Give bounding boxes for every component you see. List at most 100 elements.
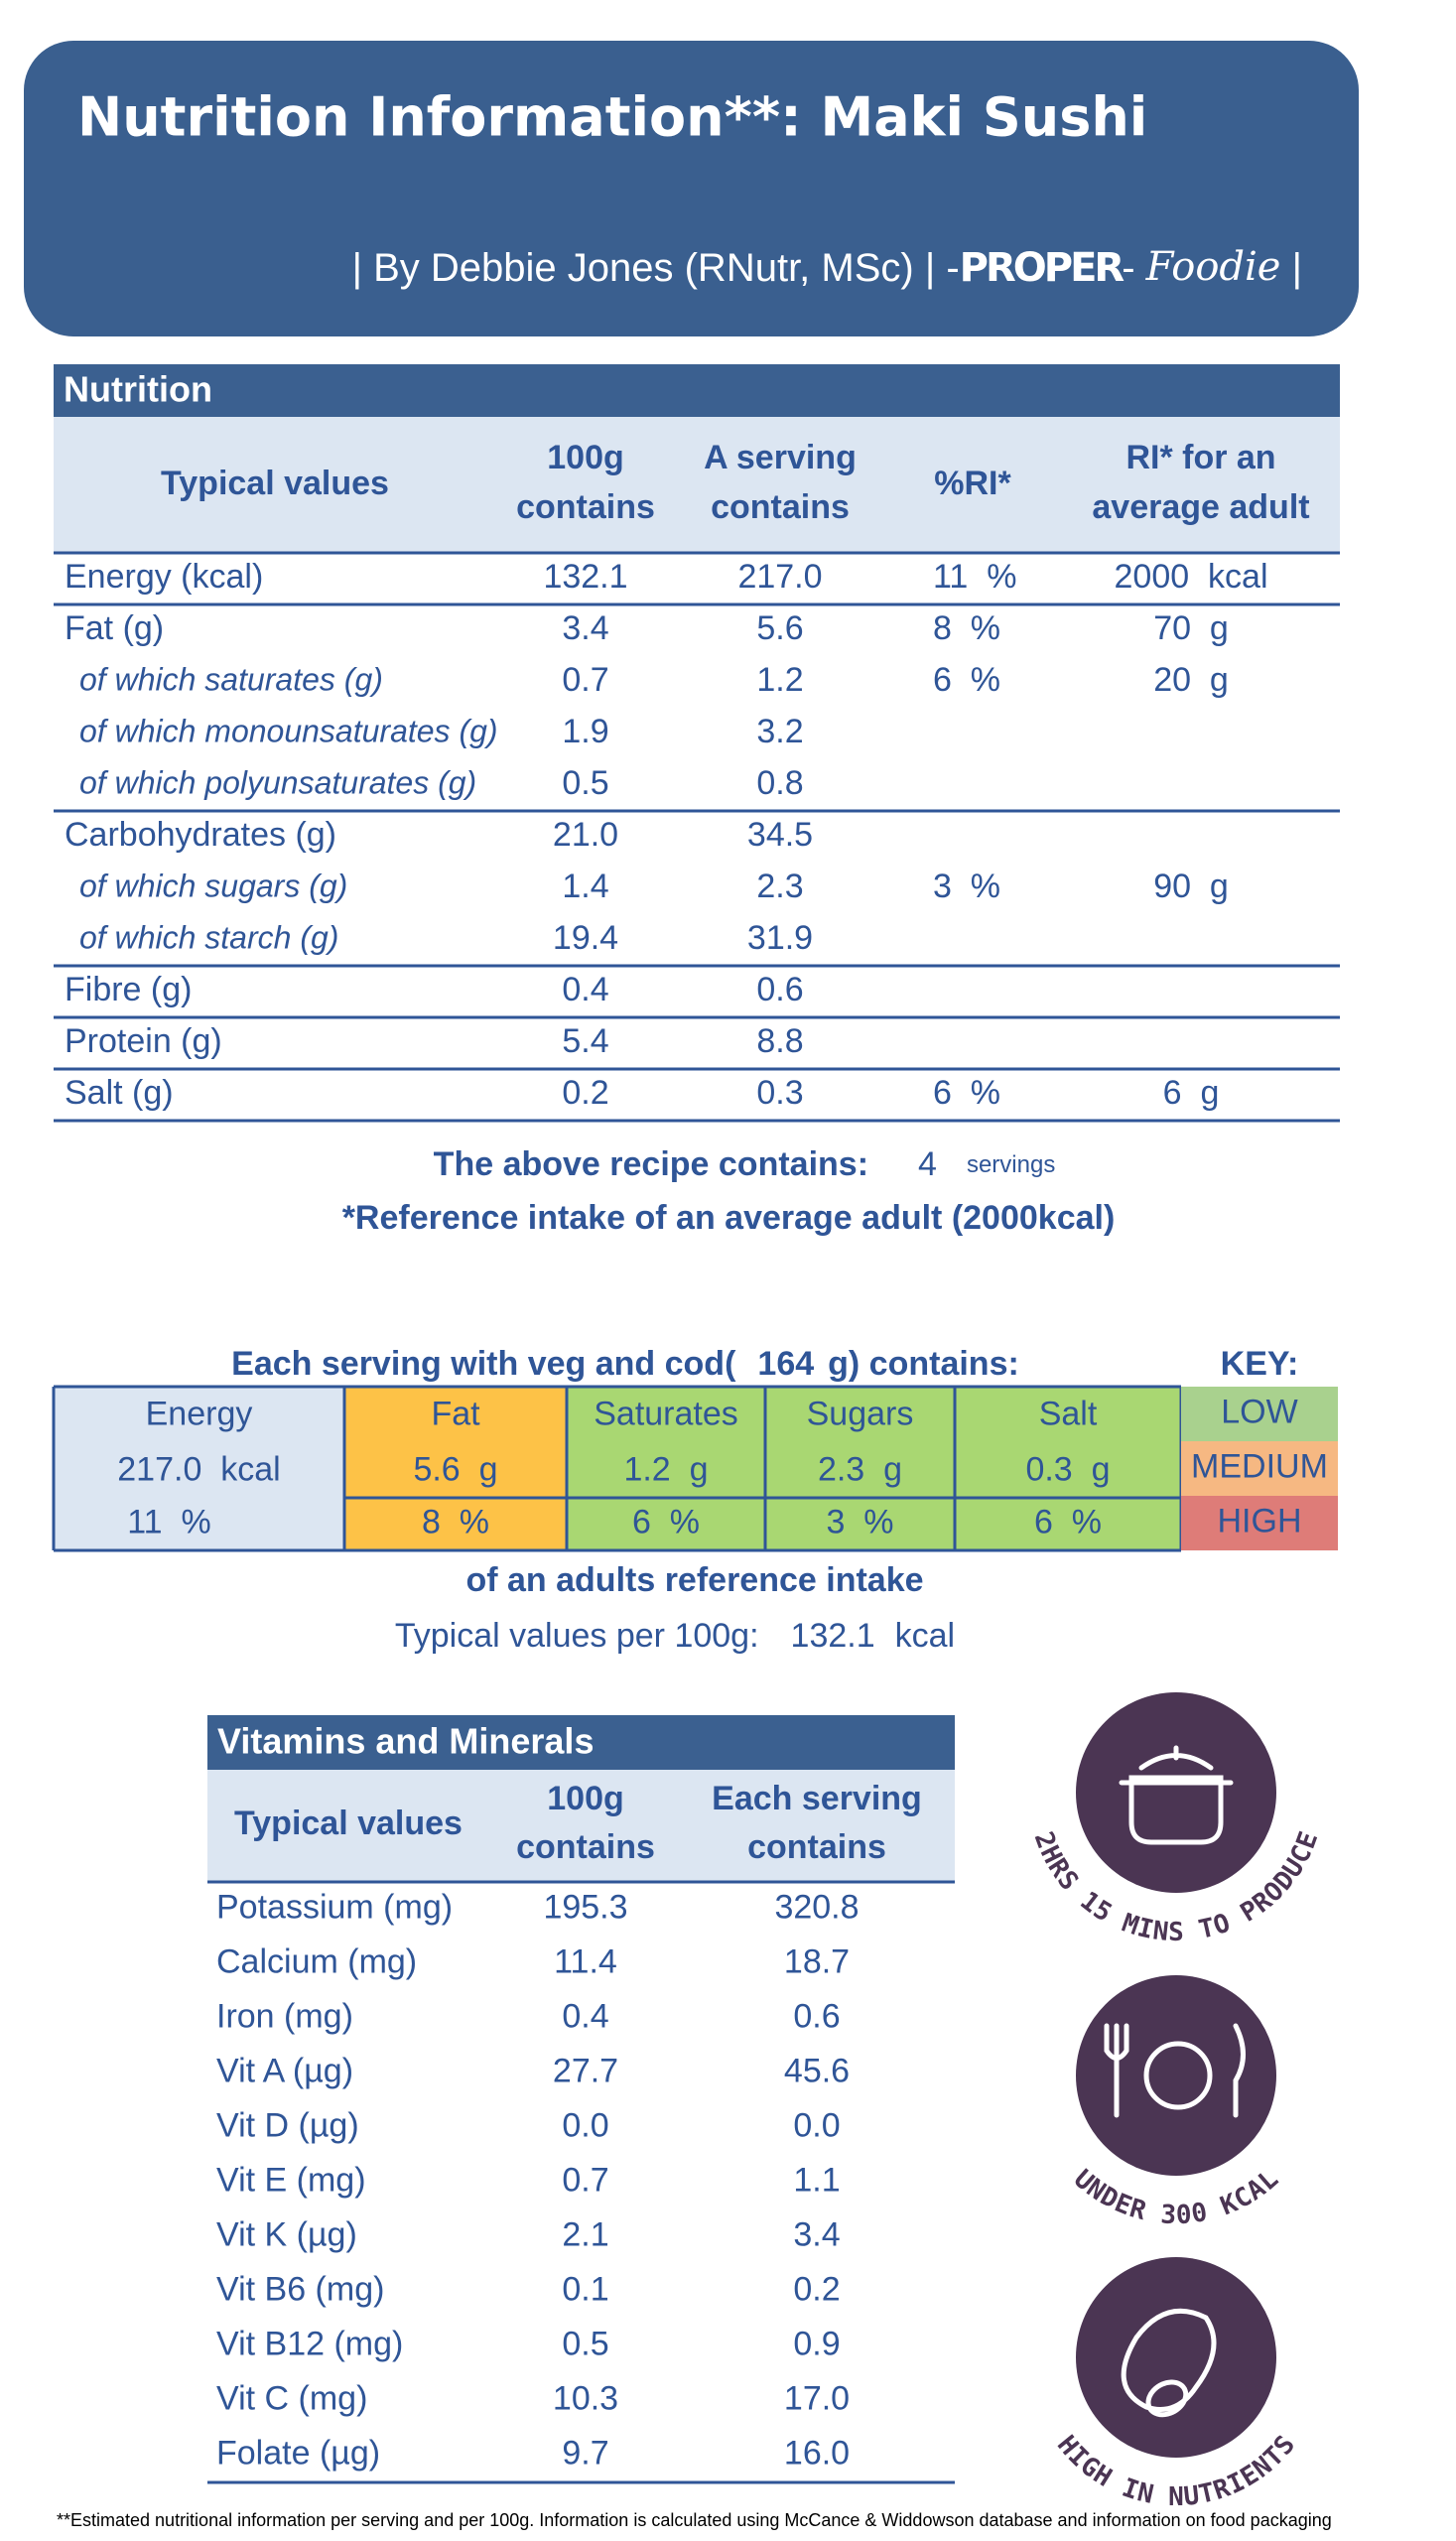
column-header: contains	[516, 1828, 655, 1866]
row-label: Fibre (g)	[65, 971, 192, 1008]
row-label: Salt (g)	[65, 1074, 174, 1112]
key-cell	[1181, 1387, 1338, 1441]
per-100g: 1.9	[562, 713, 608, 750]
ri-adult: 20 g	[1153, 661, 1229, 699]
page-title: Nutrition Information**: Maki Sushi	[77, 86, 1147, 149]
heading-weight: 164	[757, 1345, 814, 1383]
footnote: **Estimated nutritional information per …	[57, 2510, 1332, 2530]
per-100g: 0.5	[562, 764, 608, 802]
vitamins-bar	[207, 1715, 955, 1770]
key-cell	[1181, 1496, 1338, 1550]
ri-adult: 90 g	[1153, 868, 1229, 905]
column-header: contains	[516, 488, 655, 526]
per-serving: 1.2	[756, 661, 803, 699]
byline-author: | By Debbie Jones (RNutr, MSc) | -	[352, 246, 960, 290]
nutrient-label: Saturates	[594, 1395, 738, 1432]
energy-amount: 217.0 kcal	[117, 1450, 280, 1488]
nutrient-cell	[955, 1387, 1181, 1550]
per-serving: 2.3	[756, 868, 803, 905]
per-serving: 0.6	[793, 1997, 840, 2035]
column-header: 100g	[547, 1780, 624, 1817]
column-header: A serving	[704, 439, 857, 476]
nutrient-cell	[344, 1387, 567, 1550]
column-header: %RI*	[934, 465, 1011, 502]
header-panel	[24, 41, 1359, 336]
column-header: Typical values	[161, 465, 389, 502]
badge-icon	[1119, 1745, 1234, 1845]
per-100g: 9.7	[562, 2434, 608, 2472]
nutrient-percent: 6 %	[632, 1503, 700, 1540]
nutrient-cell	[567, 1387, 765, 1550]
key-label: HIGH	[1218, 1502, 1302, 1539]
energy-percent: 11 %	[127, 1503, 210, 1540]
per-100g: 0.4	[562, 971, 608, 1008]
per-serving: 18.7	[784, 1942, 850, 1980]
row-label: of which starch (g)	[79, 919, 338, 955]
nutrient-amount: 2.3 g	[818, 1450, 902, 1488]
per-serving: 0.9	[793, 2325, 840, 2362]
key-label: MEDIUM	[1191, 1447, 1328, 1485]
per-serving: 3.4	[793, 2215, 840, 2253]
nutrient-amount: 1.2 g	[623, 1450, 708, 1488]
per-serving: 45.6	[784, 2052, 850, 2089]
heading-post: g) contains:	[828, 1345, 1019, 1383]
per-serving: 31.9	[747, 919, 813, 957]
ri-percent: 3 %	[933, 868, 1000, 905]
per-100g: 2.1	[562, 2215, 608, 2253]
byline: | By Debbie Jones (RNutr, MSc) | -PROPER…	[352, 244, 1302, 291]
ri-percent: 6 %	[933, 661, 1000, 699]
per-100g: 132.1	[543, 558, 627, 596]
row-label: of which monounsaturates (g)	[79, 713, 498, 748]
column-header: average adult	[1092, 488, 1309, 526]
byline-end: |	[1280, 246, 1302, 290]
nutrient-percent: 3 %	[826, 1503, 893, 1540]
per100-label: Typical values per 100g:	[395, 1617, 759, 1655]
per-serving: 0.2	[793, 2270, 840, 2308]
per-serving: 1.1	[793, 2161, 840, 2199]
key-cell	[1181, 1441, 1338, 1496]
badge-disc	[1076, 1692, 1276, 1893]
row-label: Vit A (µg)	[216, 2052, 353, 2089]
key-label: LOW	[1221, 1393, 1297, 1430]
nutrient-amount: 5.6 g	[413, 1450, 497, 1488]
badge-disc	[1076, 2257, 1276, 2458]
ri-adult: 6 g	[1163, 1074, 1220, 1112]
per100-value: 132.1	[791, 1617, 875, 1655]
servings-count: 4	[918, 1145, 937, 1183]
traffic-note: of an adults reference intake	[465, 1561, 923, 1599]
per-100g: 0.4	[562, 1997, 608, 2035]
per-100g: 27.7	[553, 2052, 618, 2089]
row-label: Fat (g)	[65, 609, 164, 647]
brand-name: PROPER	[960, 245, 1125, 291]
per-100g: 1.4	[562, 868, 608, 905]
ri-percent: 6 %	[933, 1074, 1000, 1112]
per-serving: 34.5	[747, 816, 813, 854]
per-serving: 0.0	[793, 2106, 840, 2144]
row-label: Potassium (mg)	[216, 1888, 453, 1926]
section-title: Nutrition	[64, 369, 212, 410]
traffic-heading: Each serving with veg and cod(164 g) cont…	[231, 1345, 1019, 1383]
row-label: Vit B6 (mg)	[216, 2270, 384, 2308]
per-serving: 3.2	[756, 713, 803, 750]
column-header: contains	[747, 1828, 886, 1866]
per-100g: 0.7	[562, 2161, 608, 2199]
row-label: Iron (mg)	[216, 1997, 353, 2035]
row-label: Folate (µg)	[216, 2434, 380, 2472]
column-header: contains	[711, 488, 850, 526]
badge-icon	[1104, 2023, 1246, 2118]
per-serving: 320.8	[774, 1888, 859, 1926]
per-100g: 11.4	[554, 1942, 617, 1980]
row-label: of which sugars (g)	[79, 868, 347, 903]
per-100g: 0.5	[562, 2325, 608, 2362]
per-100g: 0.1	[562, 2270, 608, 2308]
header-band	[54, 417, 1340, 553]
brand-sep: -	[1122, 246, 1145, 290]
row-label: of which polyunsaturates (g)	[79, 764, 476, 800]
column-header: Typical values	[234, 1805, 463, 1842]
key-title: KEY:	[1221, 1345, 1299, 1383]
per100-unit: kcal	[895, 1617, 955, 1655]
per-100g: 10.3	[553, 2379, 618, 2417]
brand-script: Foodie	[1145, 244, 1281, 290]
row-label: Vit E (mg)	[216, 2161, 366, 2199]
column-header: Each serving	[712, 1780, 922, 1817]
